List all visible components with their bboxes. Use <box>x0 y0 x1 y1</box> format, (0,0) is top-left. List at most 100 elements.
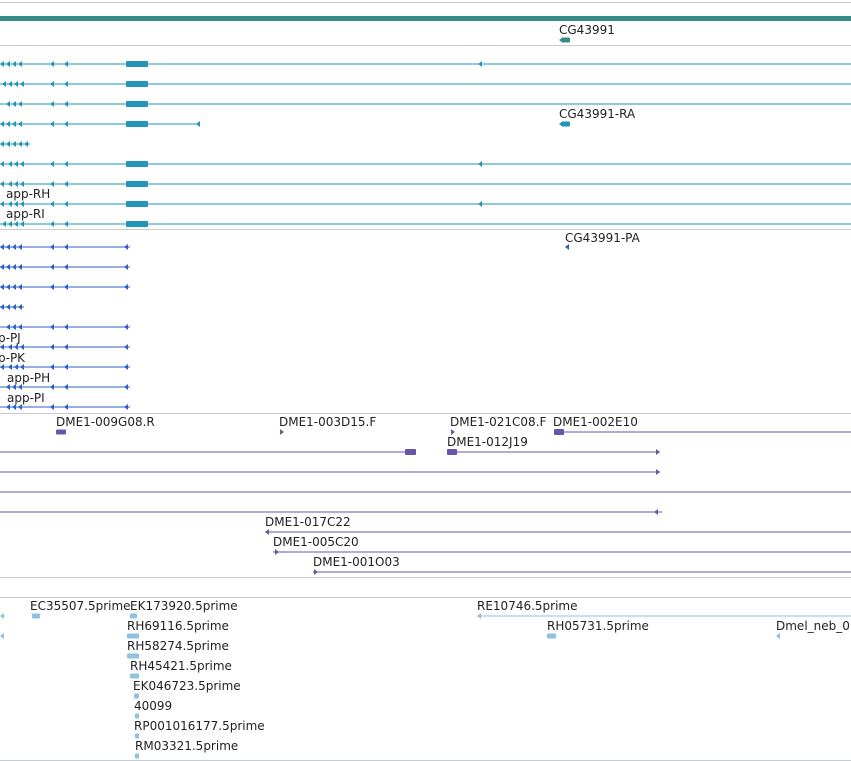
strand-arrow-left <box>12 304 16 310</box>
clone-block <box>554 429 564 435</box>
strand-arrow-left <box>24 141 28 147</box>
est-label-rh45421[interactable]: RH45421.5prime <box>130 659 232 673</box>
clone-block <box>405 449 416 455</box>
strand-arrow-left <box>14 161 18 167</box>
strand-arrow-left <box>50 161 54 167</box>
strand-arrow-left <box>8 221 12 227</box>
protein-label-cg43991-pa[interactable]: CG43991-PA <box>565 231 640 245</box>
clone-track[interactable] <box>0 429 851 575</box>
strand-arrow-left <box>14 344 18 350</box>
est-label-ek173920[interactable]: EK173920.5prime <box>130 599 238 613</box>
protein-label-app-pj[interactable]: p-PJ <box>0 331 21 345</box>
strand-arrow-left <box>6 121 10 127</box>
gene-label-cg43991[interactable]: CG43991 <box>559 23 615 37</box>
strand-arrow-left <box>6 324 10 330</box>
protein-track[interactable] <box>0 244 569 410</box>
strand-arrow-left <box>0 284 4 290</box>
strand-arrow-left <box>18 244 22 250</box>
transcript-exon <box>126 81 148 87</box>
strand-arrow-left <box>124 384 128 390</box>
strand-arrow-left <box>0 161 4 167</box>
est-label-dmel-neb[interactable]: Dmel_neb_01 <box>776 619 851 633</box>
strand-arrow-right <box>451 429 455 435</box>
strand-arrow-left <box>8 364 12 370</box>
strand-arrow-left <box>0 304 4 310</box>
est-label-rm03321[interactable]: RM03321.5prime <box>135 739 239 753</box>
strand-arrow-left <box>0 633 4 639</box>
est-block <box>547 633 556 639</box>
strand-arrow-left <box>478 61 482 67</box>
strand-arrow-left <box>50 244 54 250</box>
clone-label-dme1-005c20[interactable]: DME1-005C20 <box>273 535 359 549</box>
strand-arrow-left <box>64 181 68 187</box>
strand-arrow-left <box>2 81 6 87</box>
strand-arrow-left <box>18 404 22 410</box>
clone-label-dme1-003d15f[interactable]: DME1-003D15.F <box>279 415 377 429</box>
transcript-exon <box>126 101 148 107</box>
est-label-re10746[interactable]: RE10746.5prime <box>477 599 578 613</box>
strand-arrow-left <box>14 201 18 207</box>
strand-arrow-left <box>64 264 68 270</box>
clone-label-dme1-021c08f[interactable]: DME1-021C08.F <box>450 415 547 429</box>
strand-arrow-left <box>12 121 16 127</box>
strand-arrow-left <box>124 324 128 330</box>
gene-track[interactable] <box>0 16 851 43</box>
strand-arrow-left <box>0 264 4 270</box>
strand-arrow-left <box>565 244 569 250</box>
protein-label-app-pi[interactable]: app-PI <box>7 391 45 405</box>
strand-arrow-left <box>20 344 24 350</box>
clone-block <box>447 449 457 455</box>
strand-arrow-left <box>50 201 54 207</box>
strand-arrow-left <box>64 221 68 227</box>
protein-label-app-pk[interactable]: p-PK <box>0 351 26 365</box>
transcript-label-app-rh[interactable]: app-RH <box>6 187 51 201</box>
transcript-label-cg43991-ra[interactable]: CG43991-RA <box>559 107 636 121</box>
strand-arrow-left <box>18 61 22 67</box>
est-label-rh58274[interactable]: RH58274.5prime <box>127 639 229 653</box>
strand-arrow-left <box>478 161 482 167</box>
est-label-ec35507[interactable]: EC35507.5prime <box>30 599 131 613</box>
strand-arrow-left <box>50 101 54 107</box>
strand-arrow-left <box>20 181 24 187</box>
est-label-rh69116[interactable]: RH69116.5prime <box>127 619 229 633</box>
strand-arrow-left <box>0 613 4 619</box>
strand-arrow-left <box>50 404 54 410</box>
strand-arrow-left <box>6 404 10 410</box>
strand-arrow-left <box>64 384 68 390</box>
strand-arrow-left <box>20 364 24 370</box>
strand-arrow-left <box>6 304 10 310</box>
est-block <box>135 733 139 739</box>
strand-arrow-left <box>50 344 54 350</box>
protein-label-app-ph[interactable]: app-PH <box>7 371 51 385</box>
strand-arrow-left <box>14 221 18 227</box>
strand-arrow-right <box>656 469 660 475</box>
est-label-rh05731[interactable]: RH05731.5prime <box>547 619 649 633</box>
clone-label-dme1-012j19[interactable]: DME1-012J19 <box>447 435 528 449</box>
strand-arrow-left <box>50 221 54 227</box>
strand-arrow-left <box>8 344 12 350</box>
transcript-exon <box>126 181 148 187</box>
strand-arrow-left <box>8 161 12 167</box>
strand-arrow-left <box>0 201 4 207</box>
strand-arrow-left <box>8 181 12 187</box>
transcript-label-app-ri[interactable]: app-RI <box>6 207 45 221</box>
est-label-rp001016177[interactable]: RP001016177.5prime <box>134 719 265 733</box>
strand-arrow-left <box>18 324 22 330</box>
est-label-40099[interactable]: 40099 <box>134 699 173 713</box>
est-track[interactable] <box>0 613 851 759</box>
strand-arrow-left <box>6 284 10 290</box>
strand-arrow-left <box>12 384 16 390</box>
clone-label-dme1-009g08r[interactable]: DME1-009G08.R <box>56 415 155 429</box>
strand-arrow-left <box>18 264 22 270</box>
est-label-ek046723[interactable]: EK046723.5prime <box>133 679 241 693</box>
strand-arrow-left <box>0 121 4 127</box>
clone-label-dme1-017c22[interactable]: DME1-017C22 <box>265 515 351 529</box>
transcript-track[interactable] <box>0 61 851 227</box>
clone-label-dme1-001o03[interactable]: DME1-001O03 <box>313 555 400 569</box>
strand-arrow-left <box>18 101 22 107</box>
strand-arrow-left <box>124 344 128 350</box>
clone-label-dme1-002e10[interactable]: DME1-002E10 <box>553 415 638 429</box>
strand-arrow-left <box>654 509 658 515</box>
strand-arrow-left <box>20 201 24 207</box>
strand-arrow-left <box>64 364 68 370</box>
